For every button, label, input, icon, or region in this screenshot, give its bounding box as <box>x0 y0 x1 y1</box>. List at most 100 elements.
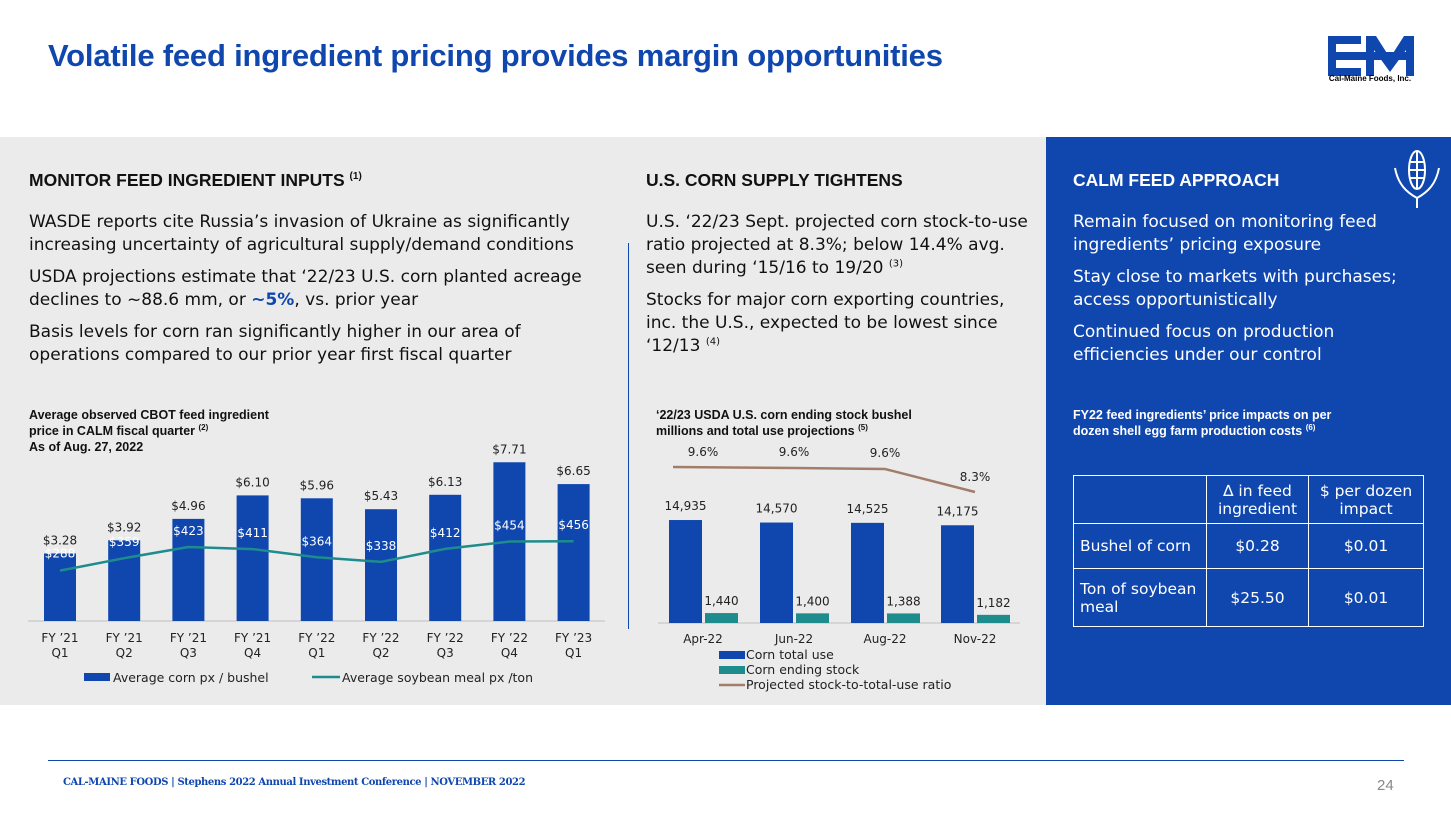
corn-price-bar <box>108 540 141 621</box>
logo-text: Cal-Maine Foods, Inc. <box>1328 74 1412 83</box>
left-heading: MONITOR FEED INGREDIENT INPUTS (1) <box>29 170 362 190</box>
table-cell: Ton of soybean meal <box>1073 568 1207 627</box>
table-cell: $0.28 <box>1206 523 1309 569</box>
x-tick-label: Q1 <box>308 646 325 660</box>
soybean-price-line <box>59 539 574 572</box>
x-tick-label: Q4 <box>501 646 518 660</box>
table-header-cell <box>1073 475 1207 524</box>
total-use-bar <box>669 520 702 623</box>
left-paragraph-1: WASDE reports cite Russia’s invasion of … <box>29 212 574 255</box>
corn-price-label: $5.43 <box>364 489 398 503</box>
right-body: Remain focused on monitoring feed ingred… <box>1073 211 1433 376</box>
legend-swatch-corn <box>84 673 110 681</box>
corn-price-label: $7.71 <box>492 442 526 456</box>
table-row: Bushel of corn $0.28 $0.01 <box>1073 523 1424 569</box>
ending-stock-label: 1,400 <box>795 594 829 608</box>
ending-stock-bar <box>796 613 829 623</box>
total-use-label: 14,175 <box>937 504 979 518</box>
soybean-price-label: $412 <box>430 526 461 540</box>
table-cell: $0.01 <box>1308 568 1424 627</box>
x-tick-label: Q3 <box>180 646 197 660</box>
ratio-label: 9.6% <box>688 445 719 459</box>
middle-paragraph-2: Stocks for major corn exporting countrie… <box>646 290 1005 356</box>
corn-supply-chart: 14,935 1,440 Apr-22 14,570 1,400 Jun-22 14,525… <box>658 445 1020 692</box>
right-paragraph-2: Stay close to markets with purchases; ac… <box>1073 267 1397 310</box>
right-caption: FY22 feed ingredients’ price impacts on … <box>1073 408 1332 438</box>
total-use-label: 14,935 <box>665 499 707 513</box>
ending-stock-label: 1,440 <box>704 594 738 608</box>
table-cell: $0.01 <box>1308 523 1424 569</box>
total-use-label: 14,570 <box>756 502 798 516</box>
legend-label-ratio: Projected stock-to-total-use ratio <box>746 677 951 692</box>
soybean-price-label: $364 <box>302 534 333 548</box>
middle-heading: U.S. CORN SUPPLY TIGHTENS <box>646 170 903 190</box>
x-tick-label: FY ’22 <box>362 631 399 645</box>
legend-label-ending-stock: Corn ending stock <box>746 662 860 677</box>
corn-price-bar <box>365 509 397 621</box>
x-tick-label: Apr-22 <box>683 632 723 646</box>
table-header-cell: ∆ in feed ingredient <box>1206 475 1309 524</box>
legend-swatch-total-use <box>719 651 745 659</box>
total-use-bar <box>941 525 974 623</box>
x-tick-label: Q4 <box>244 646 261 660</box>
corn-price-label: $6.10 <box>235 475 269 489</box>
page-number: 24 <box>1377 777 1394 794</box>
x-tick-label: FY ’23 <box>555 631 592 645</box>
total-use-label: 14,525 <box>847 502 889 516</box>
right-heading: CALM FEED APPROACH <box>1073 170 1280 190</box>
ending-stock-label: 1,388 <box>886 594 920 608</box>
soybean-price-label: $338 <box>366 539 397 553</box>
middle-body: U.S. ‘22/23 Sept. projected corn stock-t… <box>646 211 1031 367</box>
table-cell: Bushel of corn <box>1073 523 1207 569</box>
legend-label-soybean: Average soybean meal px /ton <box>342 670 533 685</box>
ratio-label: 8.3% <box>960 470 991 484</box>
table-header-cell: $ per dozen impact <box>1308 475 1424 524</box>
x-tick-label: FY ’21 <box>234 631 271 645</box>
feed-impact-table: ∆ in feed ingredient $ per dozen impact … <box>1073 475 1424 627</box>
right-paragraph-1: Remain focused on monitoring feed ingred… <box>1073 212 1377 255</box>
x-tick-label: Q1 <box>565 646 582 660</box>
middle-paragraph-1: U.S. ‘22/23 Sept. projected corn stock-t… <box>646 212 1028 278</box>
corn-price-bar <box>172 518 205 621</box>
middle-chart-caption: ‘22/23 USDA U.S. corn ending stock bushe… <box>656 408 912 438</box>
left-body: WASDE reports cite Russia’s invasion of … <box>29 211 589 376</box>
ratio-label: 9.6% <box>779 445 810 459</box>
x-tick-label: Q2 <box>372 646 389 660</box>
x-tick-label: FY ’21 <box>170 631 207 645</box>
table-row: Ton of soybean meal $25.50 $0.01 <box>1073 568 1424 627</box>
x-tick-label: Aug-22 <box>863 632 906 646</box>
x-tick-label: Q2 <box>116 646 133 660</box>
corn-price-label: $6.13 <box>428 475 462 489</box>
corn-price-bar <box>300 498 333 621</box>
ending-stock-bar <box>887 613 920 623</box>
corn-price-bar <box>557 484 590 621</box>
ending-stock-bar <box>705 613 738 623</box>
x-tick-label: FY ’22 <box>298 631 335 645</box>
soybean-price-label: $288 <box>45 547 76 561</box>
footer-divider <box>48 760 1404 761</box>
x-tick-label: Jun-22 <box>774 632 813 646</box>
corn-price-bar <box>236 495 269 621</box>
left-chart-caption: Average observed CBOT feed ingredient pr… <box>29 408 269 454</box>
legend-label-corn: Average corn px / bushel <box>113 670 269 685</box>
legend-label-total-use: Corn total use <box>746 647 834 662</box>
x-tick-label: FY ’22 <box>491 631 528 645</box>
total-use-bar <box>760 522 793 623</box>
soybean-price-label: $454 <box>494 519 525 533</box>
total-use-bar <box>851 522 884 623</box>
corn-price-label: $6.65 <box>556 464 590 478</box>
corn-price-bar <box>429 494 462 621</box>
corn-icon <box>1394 150 1440 208</box>
ending-stock-bar <box>977 614 1010 623</box>
left-paragraph-3: Basis levels for corn ran significantly … <box>29 322 521 365</box>
corn-price-label: $3.28 <box>43 533 77 547</box>
ratio-label: 9.6% <box>870 446 901 460</box>
corn-price-label: $5.96 <box>300 478 334 492</box>
legend-swatch-ending-stock <box>719 666 745 674</box>
soybean-price-label: $423 <box>173 524 204 538</box>
corn-price-label: $3.92 <box>107 520 141 534</box>
x-tick-label: FY ’22 <box>427 631 464 645</box>
page-title: Volatile feed ingredient pricing provide… <box>48 38 943 73</box>
x-tick-label: FY ’21 <box>106 631 143 645</box>
